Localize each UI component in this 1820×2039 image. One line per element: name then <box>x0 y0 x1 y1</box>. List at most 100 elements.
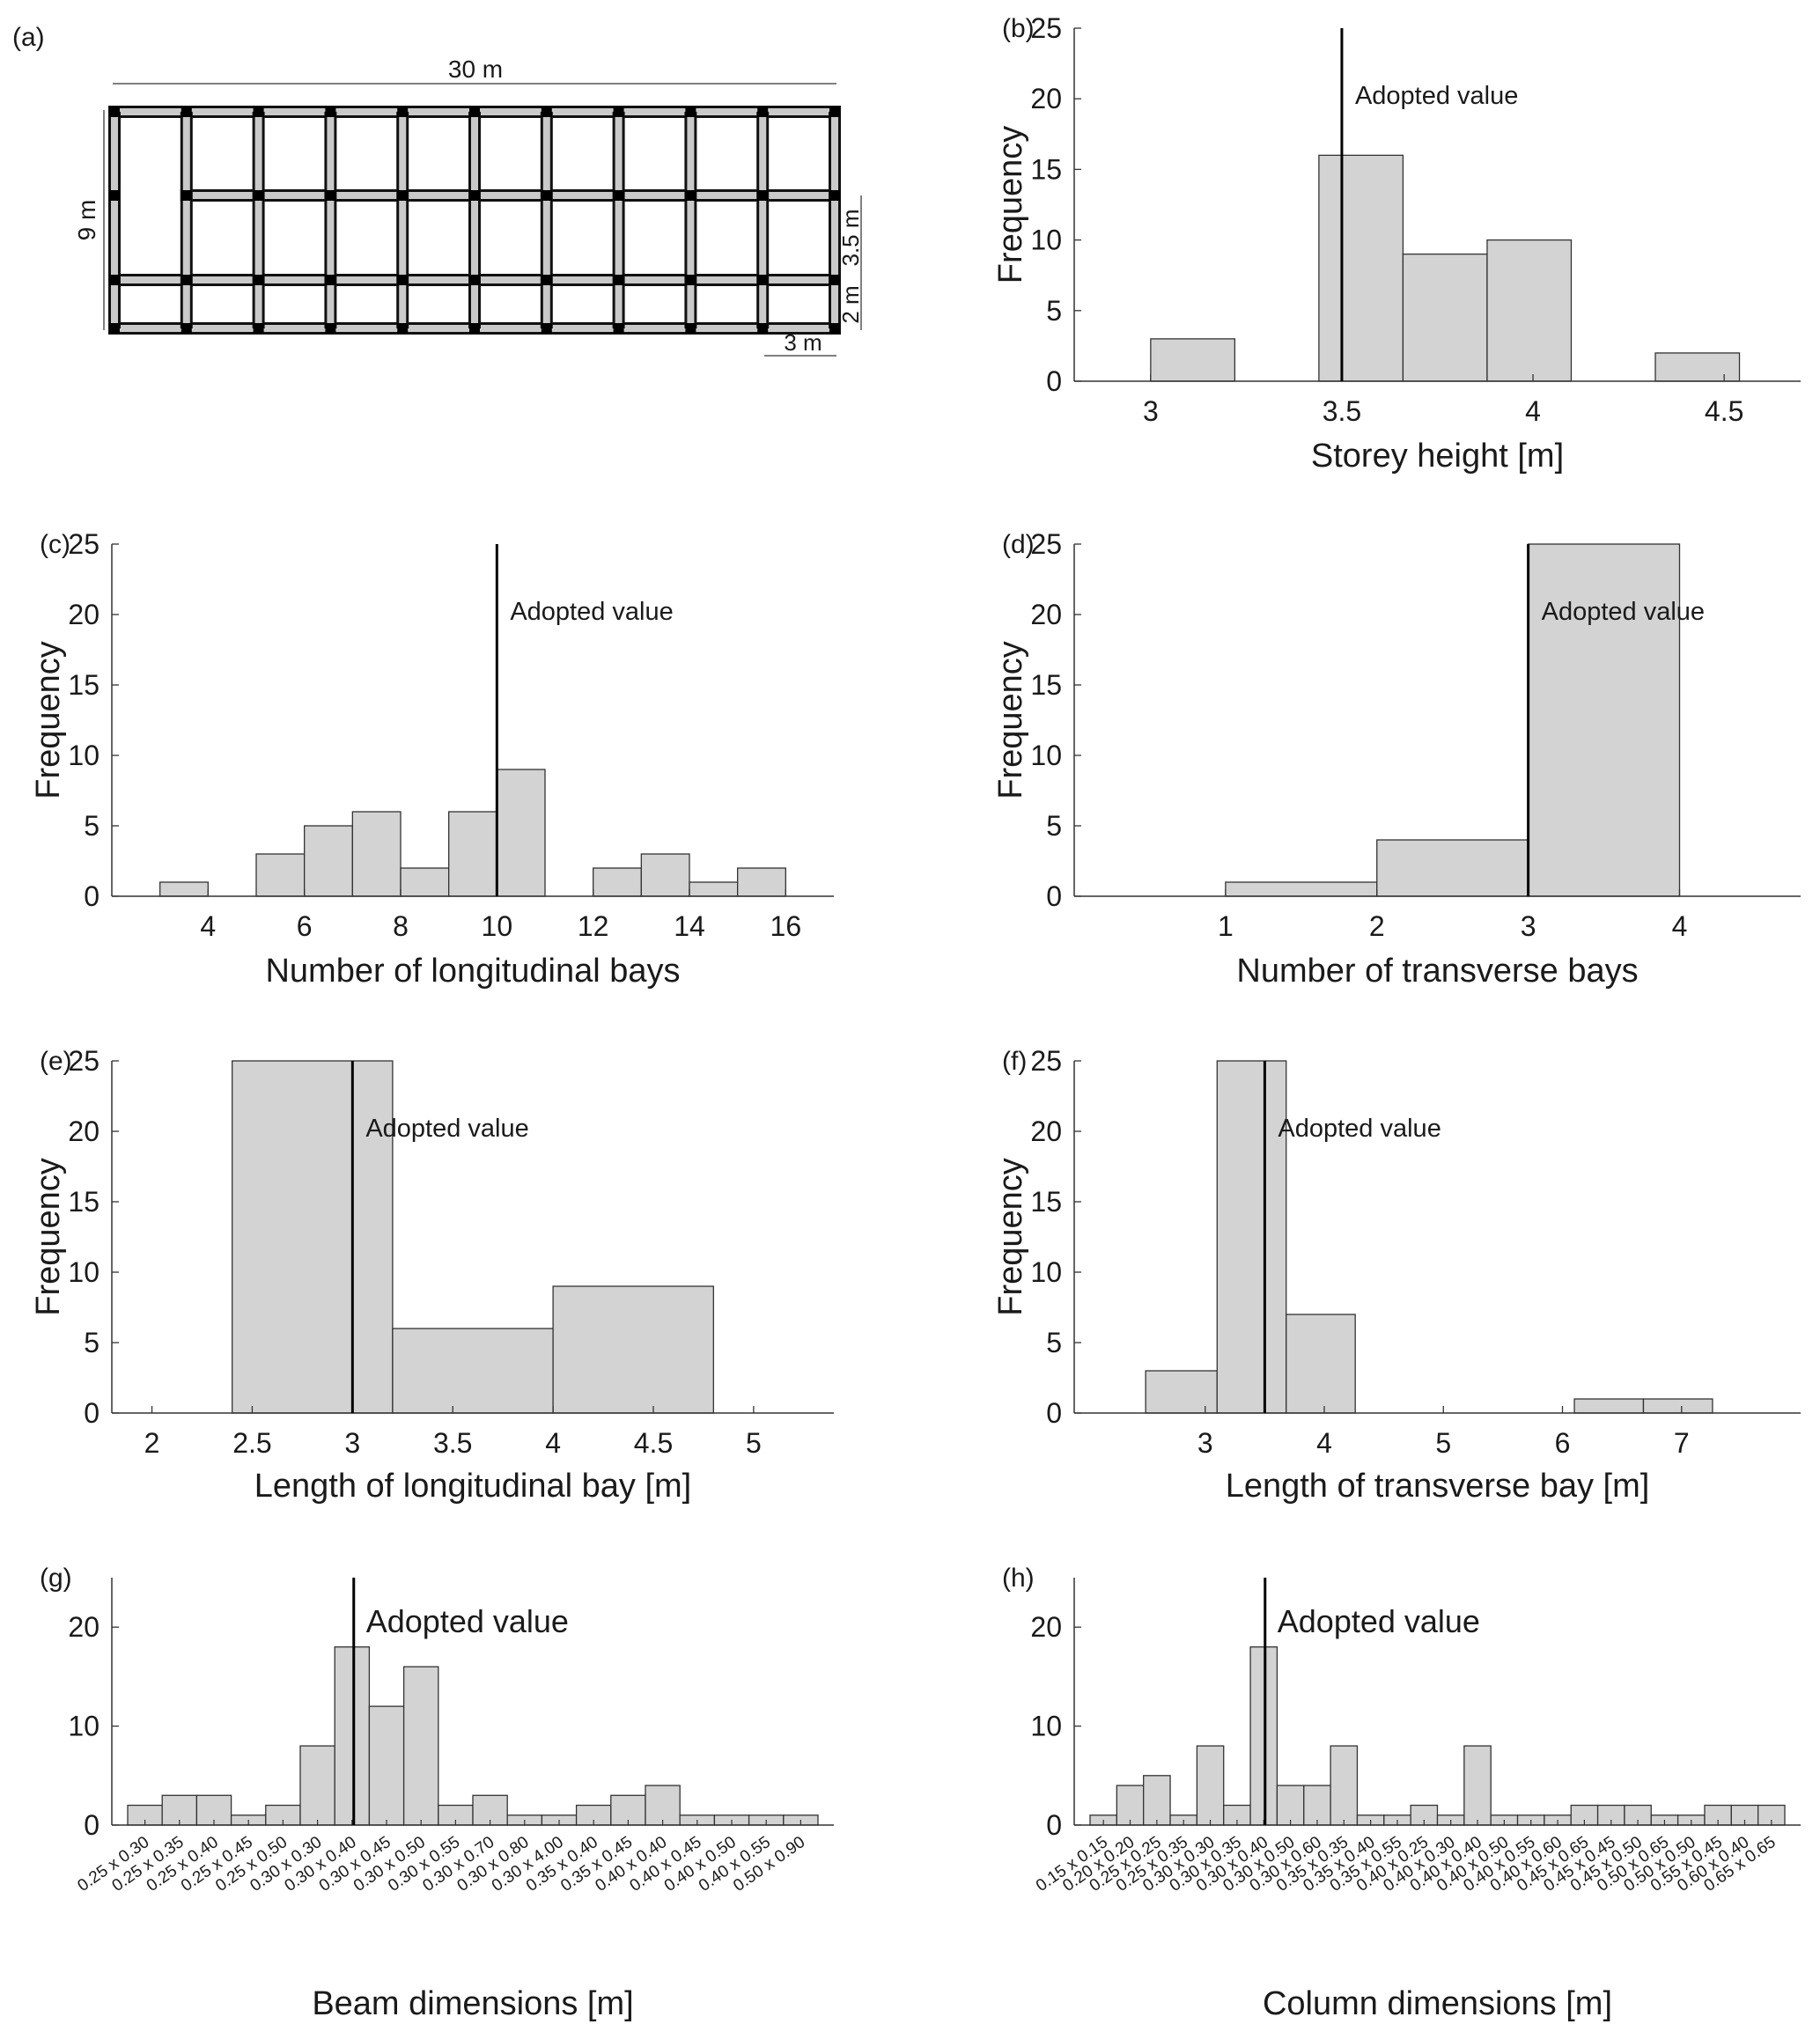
plan-column <box>325 190 336 201</box>
x-tick-label: 3.5 <box>1323 395 1361 427</box>
plan-column <box>685 275 696 285</box>
plan-column <box>325 323 336 334</box>
histogram-bar <box>1249 1646 1278 1826</box>
y-tick-label: 10 <box>1030 225 1062 256</box>
y-tick-label: 15 <box>68 669 99 701</box>
plan-column <box>181 107 192 117</box>
y-tick-label: 15 <box>1030 1186 1062 1218</box>
y-tick-label: 5 <box>1046 295 1062 327</box>
adopted-value-label: Adopted value <box>366 1603 569 1639</box>
plan-column <box>253 275 264 285</box>
x-tick-label: 4 <box>1672 910 1688 942</box>
x-tick-label: 4.5 <box>634 1427 673 1459</box>
histogram-bar <box>472 1794 508 1826</box>
x-axis-label: Column dimensions [m] <box>1263 1985 1612 2022</box>
x-tick-label: 16 <box>770 910 802 942</box>
x-tick-label: 1 <box>1218 910 1234 942</box>
dim-total-width: 9 m <box>73 200 100 241</box>
plan-column <box>181 323 192 334</box>
histogram-bar <box>351 811 402 897</box>
histogram-bar <box>1654 352 1741 382</box>
histogram-bar <box>1318 154 1404 382</box>
dim-bay-3-5: 3.5 m <box>837 209 864 266</box>
plan-column <box>829 190 840 201</box>
histogram-bar <box>645 1785 681 1826</box>
y-tick-label: 5 <box>84 1327 99 1358</box>
plan-column <box>469 323 480 334</box>
y-tick-label: 15 <box>1030 153 1062 185</box>
adopted-value-label: Adopted value <box>365 1115 528 1143</box>
plan-column <box>109 107 120 117</box>
plan-column <box>829 275 840 285</box>
plan-column <box>181 190 192 201</box>
y-axis-label: Frequency <box>992 126 1029 284</box>
y-axis-label: Frequency <box>992 641 1029 799</box>
y-tick-label: 20 <box>1030 599 1062 630</box>
plan-column <box>829 323 840 334</box>
y-tick-label: 15 <box>1030 669 1062 701</box>
y-tick-label: 0 <box>1046 365 1062 397</box>
x-tick-label: 4 <box>200 910 216 942</box>
histogram-bar <box>392 1328 554 1414</box>
panel-label: (h) <box>1002 1564 1035 1593</box>
y-tick-label: 20 <box>68 599 99 630</box>
plan-column <box>253 107 264 117</box>
dim-bay-2: 2 m <box>837 285 864 323</box>
x-axis-label: Storey height [m] <box>1311 438 1564 475</box>
histogram-bar <box>1642 1398 1713 1414</box>
y-tick-label: 25 <box>1030 12 1062 44</box>
x-tick-label: 14 <box>674 910 705 942</box>
plan-column <box>757 190 769 201</box>
histogram-bar <box>402 1666 439 1826</box>
plan-column <box>397 190 409 201</box>
histogram-bar <box>1276 1785 1305 1826</box>
x-axis-label: Number of transverse bays <box>1236 953 1638 990</box>
x-tick-label: 6 <box>1555 1427 1571 1459</box>
y-tick-label: 20 <box>1030 1611 1062 1643</box>
y-tick-label: 0 <box>1046 1397 1062 1429</box>
plan-column <box>613 323 624 334</box>
plan-panel: (a) 30 m 9 m 3.5 m 2 m 3 m <box>12 23 864 357</box>
transverse-bay-length-histogram: 0 5 10 15 20 25 3 4 5 6 7 Adopted value (f) Length of… <box>992 1045 1801 1505</box>
panel-label: (d) <box>1002 530 1035 559</box>
plan-column <box>829 107 840 117</box>
plan-column <box>685 107 696 117</box>
y-tick-label: 10 <box>68 1711 99 1742</box>
plan-column <box>541 275 552 285</box>
histogram-bar <box>1225 881 1378 897</box>
x-tick-label: 8 <box>393 910 409 942</box>
y-axis-label: Frequency <box>992 1158 1029 1316</box>
x-tick-label: 5 <box>746 1427 762 1459</box>
x-tick-label: 2 <box>144 1427 160 1459</box>
plan-column <box>613 190 624 201</box>
plan-column <box>109 323 120 334</box>
histogram-bar <box>1150 338 1236 382</box>
panel-label: (c) <box>40 530 70 559</box>
plan-grid <box>108 106 841 335</box>
x-tick-label: 3 <box>1521 910 1536 942</box>
y-tick-label: 5 <box>1046 1327 1062 1358</box>
x-tick-label: 3 <box>1143 395 1159 427</box>
histogram-bar <box>159 881 209 897</box>
y-tick-label: 25 <box>68 1045 99 1077</box>
y-tick-label: 0 <box>84 1809 99 1841</box>
longitudinal-bay-length-histogram: 0 5 10 15 20 25 2 2.5 3 3.5 4 4.5 5 Adopted value (e) L… <box>30 1045 834 1505</box>
plan-column <box>253 190 264 201</box>
y-tick-label: 10 <box>68 740 99 771</box>
y-tick-label: 10 <box>1030 740 1062 771</box>
x-tick-label: 2 <box>1369 910 1385 942</box>
histogram-bar <box>737 867 786 897</box>
histogram-bar <box>1573 1398 1645 1414</box>
plan-column <box>613 107 624 117</box>
plan-column <box>397 107 409 117</box>
histogram-bar <box>232 1060 394 1414</box>
y-tick-label: 10 <box>68 1256 99 1288</box>
histogram-bar <box>304 825 353 897</box>
adopted-value-label: Adopted value <box>1355 82 1518 110</box>
plan-panel-label: (a) <box>12 23 45 52</box>
histogram-bar <box>496 769 546 897</box>
